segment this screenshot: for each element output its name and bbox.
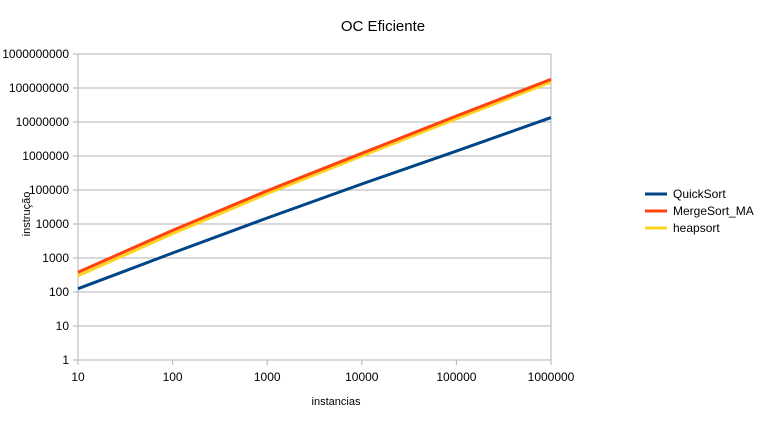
legend: QuickSort MergeSort_MA heapsort [645,187,754,235]
y-tick-label: 100000000 [9,81,69,95]
y-axis-label: instrução [21,192,33,237]
legend-label: heapsort [673,221,720,235]
y-tick-label: 1000000 [22,149,69,163]
y-tick-label: 1 [62,353,69,367]
series-lines [77,77,552,291]
y-tick-label: 10 [56,319,70,333]
x-tick-label: 10 [71,370,85,384]
x-tick-label: 10000 [345,370,379,384]
y-tick-label: 10000 [36,217,70,231]
series-line-heapsort [77,80,552,278]
x-tick-label: 100 [163,370,183,384]
y-tick-label: 1000 [42,251,69,265]
y-tick-label: 100 [49,285,69,299]
legend-label: QuickSort [673,187,726,201]
x-tick-label: 100000 [436,370,476,384]
axes [73,53,552,365]
gridlines [78,53,551,361]
y-tick-label: 100000 [29,183,69,197]
series-line-mergesort-ma [77,77,552,274]
chart-title: OC Eficiente [341,18,425,35]
y-tick-labels: 1 10 100 1000 10000 100000 1000000 10000000 1000… [2,47,69,367]
x-tick-labels: 10 100 1000 10000 100000 1000000 [71,370,574,384]
x-tick-label: 1000000 [528,370,575,384]
x-tick-label: 1000 [254,370,281,384]
series-line-quicksort [77,116,552,291]
y-tick-label: 1000000000 [2,47,69,61]
legend-label: MergeSort_MA [673,204,754,218]
y-tick-label: 10000000 [16,115,70,129]
x-axis-label: instancias [312,396,361,408]
